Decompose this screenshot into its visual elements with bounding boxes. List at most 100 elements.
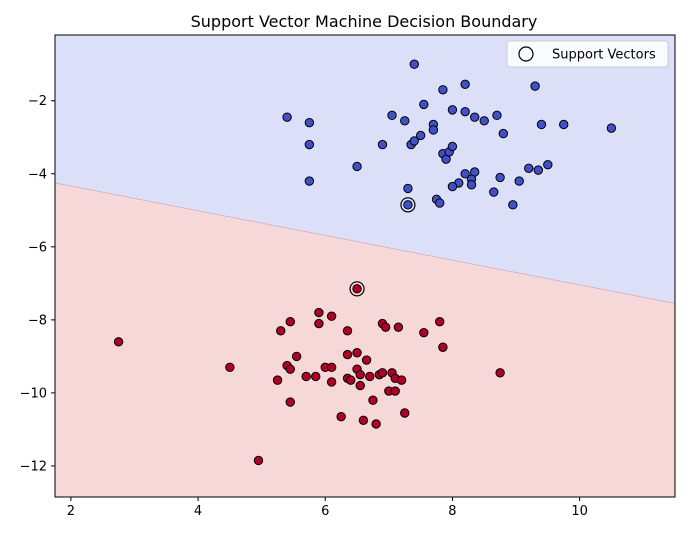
upper-class-point <box>377 139 388 150</box>
lower-class-point <box>393 322 404 332</box>
support-vector-marker <box>400 197 416 213</box>
upper-class-point <box>460 169 470 179</box>
lower-class-point <box>225 362 235 373</box>
lower-class-point <box>380 322 391 332</box>
upper-class-point <box>282 112 292 122</box>
lower-class-point <box>358 415 369 426</box>
lower-class-point <box>495 368 505 378</box>
upper-class-point <box>428 125 439 135</box>
upper-class-point <box>447 105 458 115</box>
lower-class-point <box>253 455 264 466</box>
plot-frame <box>54 34 676 498</box>
y-tick-label: −10 <box>20 386 47 401</box>
upper-class-point <box>606 123 617 133</box>
lower-class-point <box>336 411 346 422</box>
x-tick-label: 8 <box>448 504 456 519</box>
legend-label: Support Vectors <box>552 48 656 63</box>
lower-class-point <box>396 375 407 385</box>
lower-class-point <box>314 307 324 318</box>
lower-class-point <box>377 368 388 378</box>
x-tick-label: 6 <box>321 504 329 519</box>
y-tick-label: −8 <box>28 313 47 328</box>
lower-class-point <box>291 351 302 362</box>
lower-class-point <box>371 419 381 429</box>
upper-class-point <box>514 176 524 186</box>
lower-class-point <box>326 377 337 387</box>
y-axis: −2 −4 −6 −8 −10 −12 <box>20 94 55 474</box>
lower-class-point <box>113 337 124 347</box>
upper-class-point <box>508 200 518 210</box>
plot-area <box>54 34 676 498</box>
upper-class-point <box>403 200 413 210</box>
legend-support-vector-symbol <box>518 46 534 62</box>
lower-class-point <box>285 316 295 327</box>
upper-class-point <box>400 116 410 126</box>
upper-decision-region <box>55 35 675 304</box>
upper-class-point <box>530 81 540 91</box>
x-axis: 2 4 6 8 10 <box>67 497 588 519</box>
y-tick-label: −2 <box>28 94 47 109</box>
lower-class-point <box>285 397 295 407</box>
upper-class-point <box>533 165 543 175</box>
upper-class-point <box>435 198 445 208</box>
upper-class-point <box>304 176 315 186</box>
chart-title: Support Vector Machine Decision Boundary <box>191 12 538 31</box>
lower-class-point <box>400 408 410 418</box>
upper-class-point <box>403 183 413 194</box>
upper-class-point <box>409 136 419 146</box>
upper-class-point <box>489 187 499 197</box>
lower-class-point <box>361 355 372 365</box>
upper-class-point <box>387 110 397 121</box>
lower-class-point <box>355 380 365 391</box>
upper-class-point <box>479 116 489 126</box>
upper-class-point <box>304 139 315 150</box>
lower-class-point <box>355 369 365 380</box>
lower-class-point <box>326 311 337 321</box>
lower-class-point <box>345 375 356 385</box>
upper-class-point <box>447 181 458 192</box>
lower-class-point <box>435 316 445 327</box>
upper-class-point <box>469 112 480 122</box>
lower-class-point <box>419 327 429 338</box>
lower-class-point <box>365 371 375 382</box>
upper-class-point <box>536 119 547 130</box>
upper-class-point <box>495 172 505 183</box>
upper-class-point <box>559 119 569 130</box>
y-tick-label: −4 <box>28 167 47 182</box>
lower-class-point <box>285 364 295 374</box>
lower-class-point <box>311 371 321 382</box>
upper-class-point <box>460 79 470 90</box>
upper-class-point <box>543 159 553 170</box>
y-tick-label: −12 <box>20 459 47 474</box>
lower-class-point <box>272 375 283 385</box>
lower-class-point <box>352 284 362 294</box>
upper-class-point <box>415 130 426 141</box>
upper-class-point <box>460 106 470 117</box>
x-tick-label: 2 <box>67 504 75 519</box>
lower-class-point <box>276 326 286 336</box>
upper-class-point <box>419 99 429 110</box>
legend-box <box>506 40 669 68</box>
lower-class-point <box>301 371 311 382</box>
lower-class-point <box>352 348 362 358</box>
lower-class-point <box>342 326 353 336</box>
lower-class-point <box>368 395 378 405</box>
support-vector-marker <box>349 281 365 297</box>
lower-class-point <box>314 318 324 329</box>
lower-class-point <box>390 386 400 396</box>
upper-class-point <box>498 128 509 139</box>
lower-decision-region <box>55 182 675 498</box>
y-tick-label: −6 <box>28 240 47 255</box>
upper-class-point <box>492 110 502 121</box>
legend: Support Vectors <box>506 40 669 68</box>
lower-class-point <box>342 349 353 360</box>
upper-class-point <box>466 180 477 190</box>
upper-class-point <box>447 141 458 152</box>
upper-class-point <box>409 59 419 69</box>
x-tick-label: 10 <box>571 504 588 519</box>
decision-boundary-line <box>54 182 676 304</box>
lower-class-point <box>326 362 337 373</box>
upper-class-point <box>438 85 448 95</box>
x-tick-label: 4 <box>194 504 202 519</box>
